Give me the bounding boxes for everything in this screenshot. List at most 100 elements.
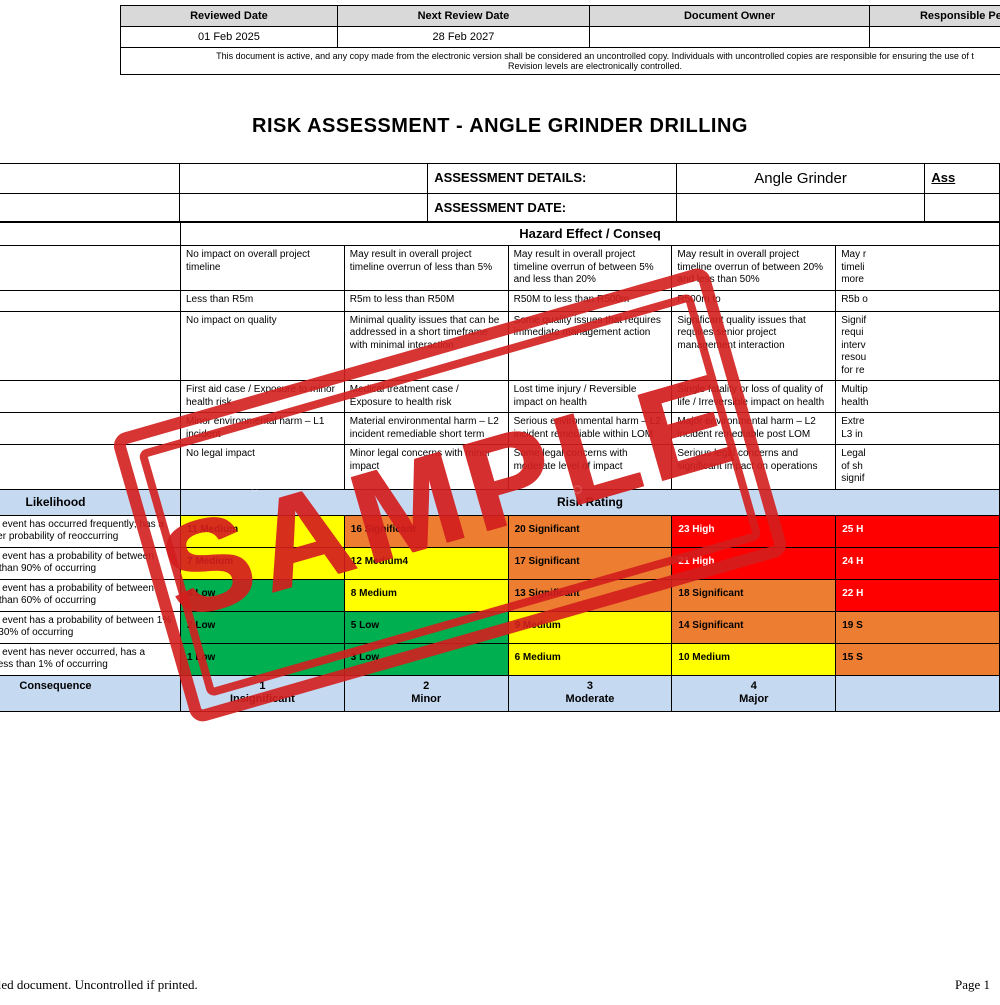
matrix-cell: Material environmental harm – L2 inciden… — [344, 413, 508, 445]
matrix-cell: R500m to — [672, 290, 836, 311]
matrix-cell: May r timeli more — [836, 246, 1000, 291]
matrix-row-label — [0, 311, 181, 381]
matrix-cell: Serious legal concerns and significant i… — [672, 445, 836, 490]
matrix-cell: Some legal concerns with moderate level … — [508, 445, 672, 490]
risk-rating-cell: 23 High — [672, 515, 836, 547]
matrix-cell: Legal of sh signif — [836, 445, 1000, 490]
document-header-table: Reviewed Date Next Review Date Document … — [120, 5, 1000, 75]
risk-rating-cell: 2 Low — [181, 611, 345, 643]
matrix-cell: No legal impact — [181, 445, 345, 490]
risk-rating-cell: 24 H — [836, 547, 1000, 579]
matrix-cell: Signif requi interv resou for re — [836, 311, 1000, 381]
hdr-col-owner: Document Owner — [590, 6, 870, 27]
hdr-col-reviewed: Reviewed Date — [121, 6, 338, 27]
risk-rating-cell: 18 Significant — [672, 579, 836, 611]
matrix-cell: Minor environmental harm – L1 incident — [181, 413, 345, 445]
matrix-cell: No impact on quality — [181, 311, 345, 381]
matrix-cell: Lost time injury / Reversible impact on … — [508, 381, 672, 413]
likelihood-desc: The unwanted event has a probability of … — [0, 579, 181, 611]
matrix-cell: Minimal quality issues that can be addre… — [344, 311, 508, 381]
detail-name2-label: AME: — [0, 194, 179, 222]
detail-ass-col: Ass — [925, 164, 1000, 194]
risk-rating-cell: 22 H — [836, 579, 1000, 611]
consequence-col: 1 Insignificant — [181, 675, 345, 712]
risk-rating-cell: 6 Medium — [508, 643, 672, 675]
risk-matrix-table: MATRIXHazard Effect / ConseqNo impact on… — [0, 222, 1000, 712]
consequence-col — [836, 675, 1000, 712]
matrix-cell: R50M to less than R500m — [508, 290, 672, 311]
hdr-val-reviewed: 01 Feb 2025 — [121, 27, 338, 48]
risk-rating-cell: 4 Low — [181, 579, 345, 611]
risk-rating-cell: 10 Medium — [672, 643, 836, 675]
consequence-col: 4 Major — [672, 675, 836, 712]
consequence-label: Consequence — [0, 675, 181, 712]
risk-rating-cell: 20 Significant — [508, 515, 672, 547]
hdr-val-next: 28 Feb 2027 — [337, 27, 589, 48]
risk-rating-cell: 9 Medium — [508, 611, 672, 643]
matrix-cell: Single fatality or loss of quality of li… — [672, 381, 836, 413]
matrix-row-label — [0, 445, 181, 490]
detail-assess-val: Angle Grinder — [676, 164, 925, 194]
risk-rating-cell: 15 S — [836, 643, 1000, 675]
hdr-note: This document is active, and any copy ma… — [121, 48, 1000, 75]
risk-rating-cell: 1 Low — [181, 643, 345, 675]
matrix-cell: First aid case / Exposure to minor healt… — [181, 381, 345, 413]
risk-rating-cell: 14 Significant — [672, 611, 836, 643]
matrix-cell: Some quality issues that requires immedi… — [508, 311, 672, 381]
likelihood-desc: The unwanted event has a probability of … — [0, 611, 181, 643]
detail-date-label: ASSESSMENT DATE: — [428, 194, 677, 222]
risk-rating-cell: 11 Medium — [181, 515, 345, 547]
detail-assess-label: ASSESSMENT DETAILS: — [428, 164, 677, 194]
matrix-cell: R5b o — [836, 290, 1000, 311]
likelihood-band: Likelihood — [0, 489, 181, 515]
risk-rating-cell: 7 Medium — [181, 547, 345, 579]
risk-rating-cell: 3 Low — [344, 643, 508, 675]
hdr-col-resp: Responsible Perso — [870, 6, 1000, 27]
rating-band: Risk Rating — [181, 489, 1000, 515]
risk-rating-cell: 19 S — [836, 611, 1000, 643]
page-title: RISK ASSESSMENT - ANGLE GRINDER DRILLING — [0, 115, 1000, 138]
matrix-header-left: MATRIX — [0, 223, 181, 246]
hdr-val-owner — [590, 27, 870, 48]
risk-rating-cell: 13 Significant — [508, 579, 672, 611]
hdr-col-next: Next Review Date — [337, 6, 589, 27]
footer-text: is a controlled document. Uncontrolled i… — [0, 977, 198, 992]
hdr-val-resp — [870, 27, 1000, 48]
likelihood-desc: The unwanted event has a probability of … — [0, 547, 181, 579]
matrix-row-label[interactable]: ect/Impact — [0, 413, 181, 445]
matrix-cell: Minor legal concerns with minor impact — [344, 445, 508, 490]
matrix-cell: Medical treatment case / Exposure to hea… — [344, 381, 508, 413]
detail-name-label: ME: — [0, 164, 179, 194]
matrix-cell: Less than R5m — [181, 290, 345, 311]
matrix-header-right: Hazard Effect / Conseq — [181, 223, 1000, 246]
risk-rating-cell: 16 Significant — [344, 515, 508, 547]
matrix-cell: No impact on overall project timeline — [181, 246, 345, 291]
title-prefix: RISK ASSESSMENT - — [252, 115, 469, 137]
matrix-cell: May result in overall project timeline o… — [508, 246, 672, 291]
matrix-cell: Significant quality issues that requires… — [672, 311, 836, 381]
risk-rating-cell: 25 H — [836, 515, 1000, 547]
assessment-details-table: ME: ASSESSMENT DETAILS: Angle Grinder As… — [0, 163, 1000, 222]
page-number: Page 1 — [955, 977, 990, 993]
likelihood-desc: The unwanted event has never occurred, h… — [0, 643, 181, 675]
consequence-col: 2 Minor — [344, 675, 508, 712]
matrix-cell: Major environmental harm – L2 incident r… — [672, 413, 836, 445]
risk-rating-cell: 17 Significant — [508, 547, 672, 579]
risk-rating-cell: 5 Low — [344, 611, 508, 643]
matrix-cell: May result in overall project timeline o… — [672, 246, 836, 291]
matrix-row-label: – NPV loss — [0, 290, 181, 311]
footer: is a controlled document. Uncontrolled i… — [0, 977, 1000, 993]
matrix-cell: Extre L3 in — [836, 413, 1000, 445]
matrix-cell: May result in overall project timeline o… — [344, 246, 508, 291]
matrix-cell: Serious environmental harm – L2 incident… — [508, 413, 672, 445]
likelihood-desc: The unwanted event has occurred frequent… — [0, 515, 181, 547]
risk-rating-cell: 12 Medium4 — [344, 547, 508, 579]
matrix-cell: R5m to less than R50M — [344, 290, 508, 311]
consequence-col: 3 Moderate — [508, 675, 672, 712]
matrix-row-label[interactable]: Hazard/Risk — [0, 381, 181, 413]
risk-rating-cell: 8 Medium — [344, 579, 508, 611]
title-main: ANGLE GRINDER DRILLING — [469, 115, 748, 137]
risk-rating-cell: 21 High — [672, 547, 836, 579]
matrix-cell: Multip health — [836, 381, 1000, 413]
matrix-row-label — [0, 246, 181, 291]
